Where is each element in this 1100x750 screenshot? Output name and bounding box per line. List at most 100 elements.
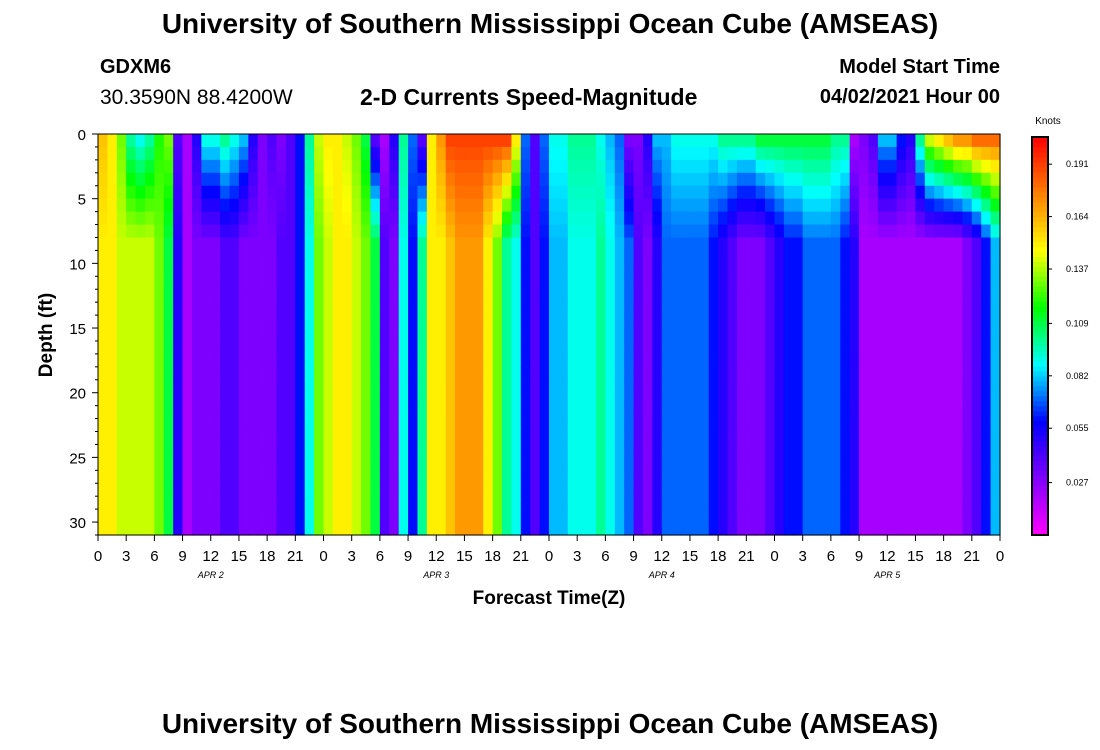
heatmap-cell bbox=[624, 353, 635, 368]
heatmap-cell bbox=[483, 224, 494, 239]
heatmap-cell bbox=[727, 211, 738, 226]
heatmap-cell bbox=[361, 431, 372, 446]
heatmap-cell bbox=[276, 496, 287, 510]
heatmap-cell bbox=[398, 509, 409, 523]
heatmap-cell bbox=[408, 353, 419, 368]
heatmap-cell bbox=[220, 172, 231, 187]
heatmap-cell bbox=[520, 263, 531, 277]
heatmap-cell bbox=[398, 418, 409, 433]
heatmap-cell bbox=[144, 418, 155, 433]
heatmap-cell bbox=[295, 496, 306, 510]
heatmap-cell bbox=[633, 263, 644, 277]
heatmap-cell bbox=[793, 340, 804, 355]
heatmap-cell bbox=[830, 315, 841, 329]
heatmap-cell bbox=[934, 250, 945, 264]
x-axis-label: Forecast Time(Z) bbox=[473, 588, 626, 609]
heatmap-cell bbox=[238, 263, 249, 277]
heatmap-cell bbox=[276, 418, 287, 433]
heatmap-cell bbox=[736, 185, 747, 200]
heatmap-cell bbox=[633, 470, 644, 484]
heatmap-cell bbox=[361, 353, 372, 368]
heatmap-cell bbox=[144, 353, 155, 368]
heatmap-cell bbox=[699, 366, 710, 381]
heatmap-cell bbox=[915, 418, 926, 433]
heatmap-cell bbox=[379, 522, 390, 536]
heatmap-cell bbox=[163, 483, 174, 497]
heatmap-cell bbox=[896, 134, 907, 148]
heatmap-cell bbox=[267, 366, 278, 381]
heatmap-cell bbox=[642, 405, 653, 420]
heatmap-cell bbox=[473, 172, 484, 187]
heatmap-cell bbox=[549, 418, 559, 433]
heatmap-cell bbox=[887, 185, 898, 200]
heatmap-cell bbox=[314, 392, 325, 407]
heatmap-cell bbox=[285, 392, 296, 407]
heatmap-cell bbox=[154, 496, 165, 510]
heatmap-cell bbox=[492, 340, 503, 355]
heatmap-cell bbox=[107, 134, 118, 148]
heatmap-cell bbox=[783, 340, 794, 355]
heatmap-cell bbox=[144, 444, 155, 458]
heatmap-cell bbox=[210, 470, 221, 484]
heatmap-cell bbox=[436, 211, 447, 226]
heatmap-cell bbox=[774, 522, 785, 536]
heatmap-cell bbox=[520, 444, 531, 458]
heatmap-cell bbox=[614, 522, 625, 536]
heatmap-cell bbox=[765, 340, 776, 355]
heatmap-cell bbox=[558, 328, 569, 342]
heatmap-cell bbox=[896, 315, 907, 329]
heatmap-cell bbox=[614, 315, 625, 329]
heatmap-cell bbox=[755, 444, 766, 458]
heatmap-cell bbox=[520, 353, 531, 368]
heatmap-cell bbox=[464, 470, 475, 484]
heatmap-cell bbox=[661, 315, 672, 329]
heatmap-cell bbox=[746, 457, 757, 471]
heatmap-cell bbox=[473, 185, 484, 200]
heatmap-cell bbox=[539, 302, 550, 316]
heatmap-cell bbox=[746, 211, 757, 226]
heatmap-cell bbox=[473, 353, 484, 368]
heatmap-cell bbox=[238, 340, 249, 355]
heatmap-cell bbox=[699, 444, 710, 458]
heatmap-cell bbox=[774, 315, 785, 329]
heatmap-cell bbox=[191, 134, 202, 148]
colorbar-segment bbox=[1032, 196, 1048, 203]
heatmap-cell bbox=[285, 366, 296, 381]
heatmap-cell bbox=[126, 496, 137, 510]
heatmap-cell bbox=[812, 302, 823, 316]
heatmap-cell bbox=[840, 431, 851, 446]
heatmap-cell bbox=[953, 483, 964, 497]
heatmap-cell bbox=[144, 522, 155, 536]
heatmap-cell bbox=[736, 379, 747, 394]
heatmap-cell bbox=[98, 315, 108, 329]
heatmap-cell bbox=[718, 522, 729, 536]
heatmap-cell bbox=[342, 470, 353, 484]
heatmap-cell bbox=[351, 211, 362, 226]
colorbar-segment bbox=[1032, 350, 1048, 357]
heatmap-cell bbox=[877, 366, 888, 381]
heatmap-cell bbox=[511, 289, 522, 303]
heatmap-cell bbox=[802, 237, 813, 252]
heatmap-cell bbox=[830, 379, 841, 394]
heatmap-cell bbox=[408, 444, 419, 458]
heatmap-cell bbox=[689, 328, 700, 342]
heatmap-cell bbox=[304, 198, 315, 213]
heatmap-cell bbox=[332, 276, 343, 290]
heatmap-cell bbox=[671, 392, 682, 407]
heatmap-cell bbox=[182, 263, 193, 277]
heatmap-cell bbox=[746, 431, 757, 446]
heatmap-cell bbox=[98, 366, 108, 381]
heatmap-cell bbox=[605, 315, 616, 329]
heatmap-cell bbox=[586, 444, 597, 458]
heatmap-cell bbox=[417, 444, 428, 458]
heatmap-cell bbox=[981, 134, 992, 148]
colorbar-segment bbox=[1032, 231, 1048, 238]
x-tick-label: 18 bbox=[259, 548, 276, 565]
heatmap-cell bbox=[539, 470, 550, 484]
heatmap-cell bbox=[492, 418, 503, 433]
heatmap-cell bbox=[642, 431, 653, 446]
heatmap-cell bbox=[840, 146, 851, 161]
y-tick-label: 25 bbox=[69, 450, 86, 467]
heatmap-cell bbox=[295, 457, 306, 471]
heatmap-cell bbox=[755, 134, 766, 148]
